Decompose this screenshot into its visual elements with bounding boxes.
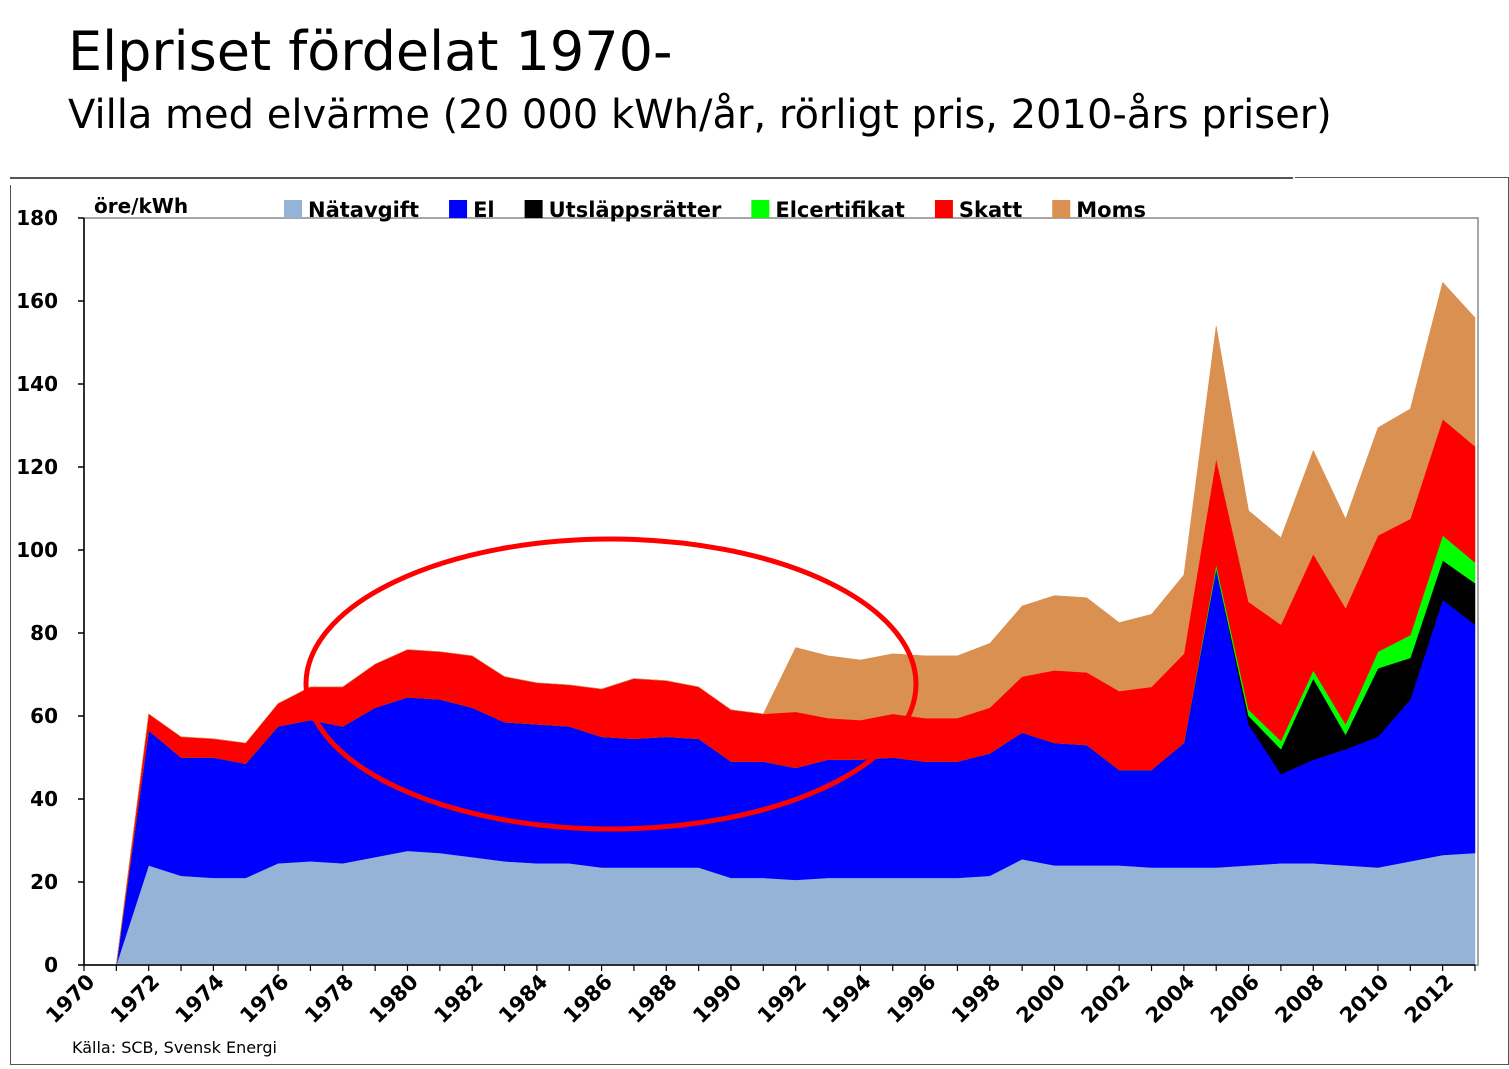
y-tick-label: 20 <box>30 870 58 894</box>
y-tick-label: 160 <box>16 289 58 313</box>
legend-label-1: El <box>473 198 495 222</box>
frame-mask <box>10 177 1295 185</box>
source-note: Källa: SCB, Svensk Energi <box>72 1038 277 1057</box>
chart-container: 0 20 40 60 80 100 120 140 160 180 1970 1972 1974 197… <box>9 176 1509 1066</box>
y-tick-label: 80 <box>30 621 58 645</box>
y-axis: 0 20 40 60 80 100 120 140 160 180 <box>16 206 85 977</box>
legend-label-0: Nätavgift <box>308 198 419 222</box>
legend-label-3: Elcertifikat <box>775 198 905 222</box>
page-subtitle: Villa med elvärme (20 000 kWh/år, rörlig… <box>68 92 1332 138</box>
legend-label-4: Skatt <box>959 198 1022 222</box>
area-layers <box>115 281 1476 966</box>
y-axis-unit-label: öre/kWh <box>94 194 188 218</box>
y-tick-label: 40 <box>30 787 58 811</box>
legend: Nätavgift El Utsläppsrätter Elcertifikat Ska… <box>284 198 1146 222</box>
y-tick-label: 140 <box>16 372 58 396</box>
legend-swatch-5 <box>1052 200 1071 218</box>
y-tick-label: 0 <box>44 953 58 977</box>
legend-swatch-0 <box>284 200 302 218</box>
legend-label-2: Utsläppsrätter <box>549 198 722 222</box>
y-tick-label: 60 <box>30 704 58 728</box>
highlight-ellipse <box>303 536 919 832</box>
y-tick-label: 100 <box>16 538 58 562</box>
legend-swatch-4 <box>934 200 953 218</box>
y-tick-label: 180 <box>16 206 58 230</box>
legend-swatch-1 <box>449 200 468 218</box>
legend-swatch-3 <box>751 200 770 218</box>
y-tick-label: 120 <box>16 455 58 479</box>
area-series-5 <box>116 281 1476 966</box>
legend-label-5: Moms <box>1076 198 1146 222</box>
legend-swatch-2 <box>524 200 543 218</box>
page-title: Elpriset fördelat 1970- <box>68 20 673 83</box>
